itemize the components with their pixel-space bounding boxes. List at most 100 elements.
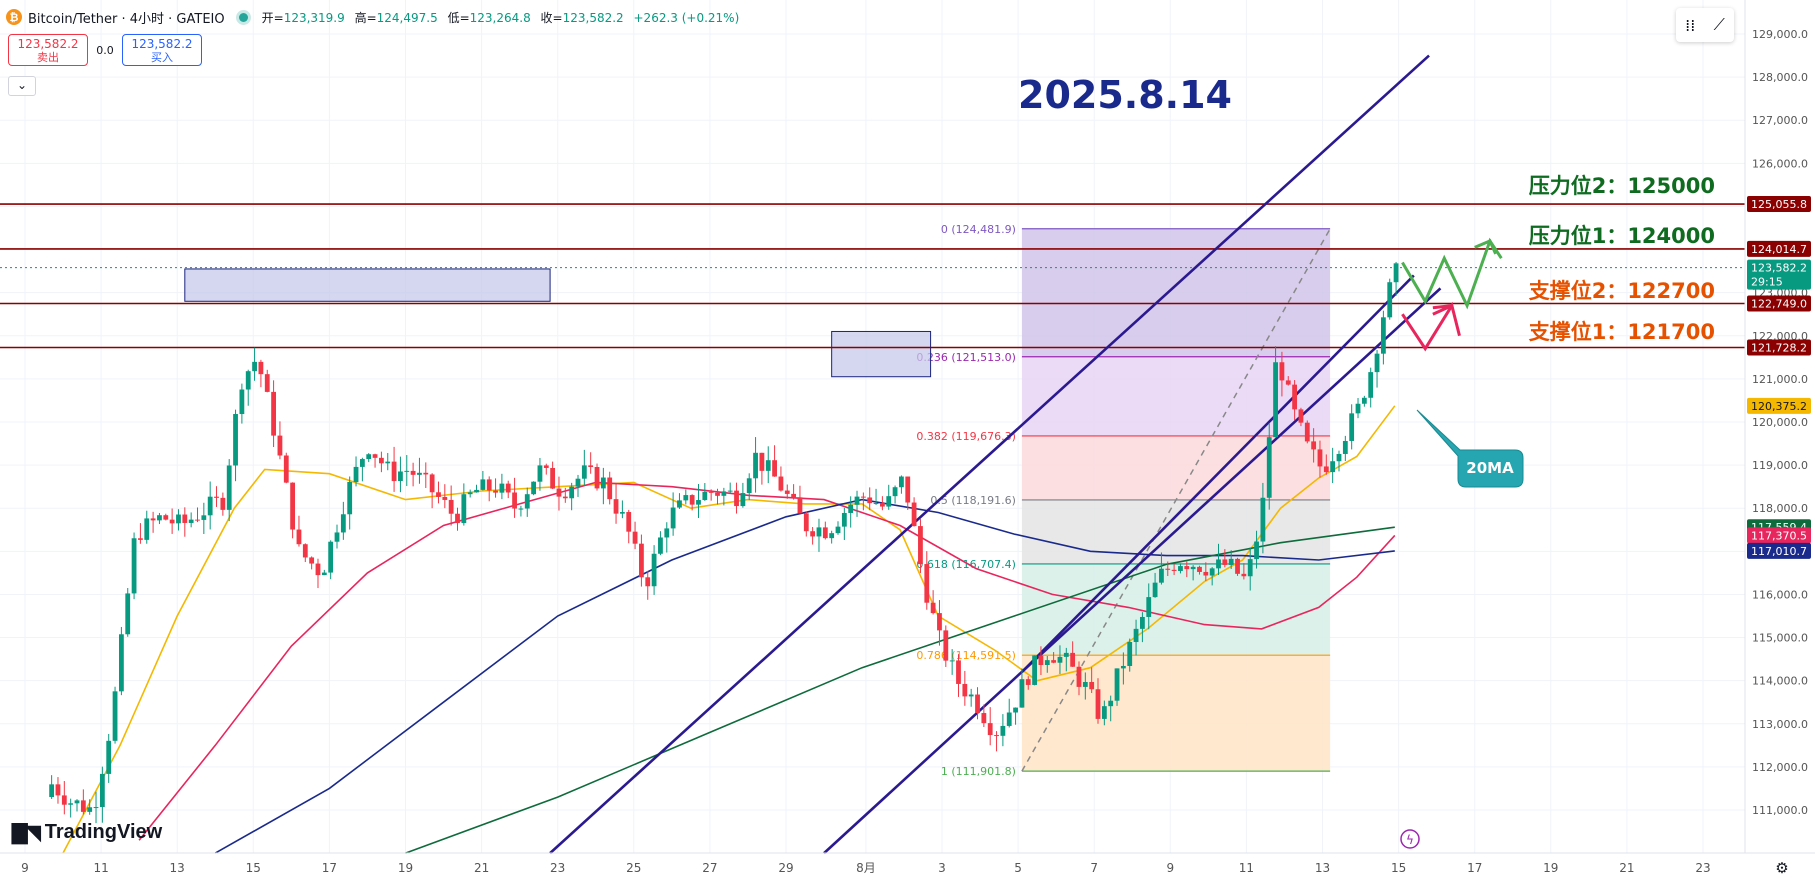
level-annotation: 支撑位2：122700 bbox=[1529, 279, 1715, 303]
time-tick-label: 17 bbox=[1467, 861, 1482, 875]
candle-body bbox=[315, 563, 321, 576]
price-tick-label: 127,000.0 bbox=[1752, 114, 1808, 127]
candle-body bbox=[879, 503, 885, 507]
candle-body bbox=[182, 514, 188, 523]
candle-body bbox=[353, 466, 359, 482]
level-annotation: 支撑位1：121700 bbox=[1529, 320, 1715, 344]
candle-body bbox=[626, 512, 632, 532]
sell-button[interactable]: 123,582.2 卖出 bbox=[8, 34, 88, 66]
candle-body bbox=[1387, 282, 1393, 318]
candle-body bbox=[822, 527, 828, 539]
candle-body bbox=[309, 557, 315, 564]
candle-body bbox=[556, 488, 562, 497]
event-flag-icon bbox=[1400, 829, 1420, 849]
candle-body bbox=[1279, 362, 1285, 381]
candle-body bbox=[321, 572, 327, 576]
fib-zone bbox=[1021, 356, 1331, 436]
time-tick-label: 21 bbox=[474, 861, 489, 875]
candle-body bbox=[505, 483, 511, 493]
bearish-forecast-arrow bbox=[1432, 304, 1453, 316]
candle-body bbox=[1000, 725, 1006, 736]
candle-body bbox=[937, 613, 942, 631]
collapse-legend-button[interactable]: ⌄ bbox=[8, 76, 36, 96]
settings-gear-icon[interactable]: ⚙ bbox=[1775, 859, 1788, 877]
candle-body bbox=[1178, 566, 1183, 571]
candle-body bbox=[87, 807, 93, 812]
bullish-forecast-path bbox=[1401, 237, 1503, 310]
candle-body bbox=[918, 526, 923, 565]
price-tick-label: 128,000.0 bbox=[1752, 71, 1808, 84]
candle-body bbox=[1082, 681, 1088, 687]
candle-body bbox=[784, 490, 790, 494]
time-tick-label: 23 bbox=[1695, 861, 1710, 875]
price-axis: 111,000.0 112,000.0 113,000.0 114,000.0 115,… bbox=[1744, 0, 1811, 853]
candle-body bbox=[74, 800, 80, 804]
candle-body bbox=[195, 519, 200, 521]
candle-body bbox=[829, 533, 835, 539]
candle-body bbox=[588, 465, 594, 467]
price-tick-label: 118,000.0 bbox=[1752, 502, 1808, 515]
candle-body bbox=[1101, 706, 1107, 719]
candle-body bbox=[1095, 689, 1101, 719]
tradingview-logo[interactable]: ▇◥ TradingView bbox=[12, 820, 162, 845]
ma-price-tag-bg bbox=[1747, 259, 1811, 290]
candle-body bbox=[721, 491, 727, 496]
price-tick-label: 126,000.0 bbox=[1752, 157, 1808, 170]
candle-body bbox=[1127, 642, 1133, 666]
time-tick-label: 15 bbox=[246, 861, 261, 875]
candle-body bbox=[930, 602, 936, 614]
candle-body bbox=[296, 529, 302, 545]
candle-body bbox=[138, 538, 143, 540]
candle-body bbox=[404, 470, 410, 472]
buy-button[interactable]: 123,582.2 买入 bbox=[122, 34, 202, 66]
candle-body bbox=[163, 515, 169, 520]
candle-body bbox=[328, 541, 334, 573]
candle-body bbox=[239, 389, 245, 415]
candle-body bbox=[1089, 681, 1095, 690]
candles bbox=[49, 261, 1399, 824]
resistance-zone-box bbox=[184, 268, 551, 302]
time-tick-label: 5 bbox=[1014, 861, 1022, 875]
candle-body bbox=[1273, 362, 1278, 438]
time-tick-label: 9 bbox=[21, 861, 29, 875]
candle-body bbox=[645, 577, 651, 587]
candle-body bbox=[696, 500, 701, 505]
candle-body bbox=[702, 491, 708, 501]
candle-body bbox=[867, 497, 873, 504]
candle-body bbox=[1228, 558, 1234, 565]
ohlc-low: 123,264.8 bbox=[469, 10, 531, 25]
candle-body bbox=[949, 660, 955, 662]
trade-panel: 123,582.2 卖出 0.0 123,582.2 买入 bbox=[8, 34, 202, 66]
candle-body bbox=[144, 518, 150, 540]
candle-body bbox=[1247, 559, 1253, 577]
ohlc-high: 124,497.5 bbox=[376, 10, 438, 25]
trend-line-icon[interactable]: ⟋ bbox=[1713, 15, 1725, 34]
time-tick-label: 11 bbox=[93, 861, 108, 875]
candle-body bbox=[537, 465, 543, 482]
fib-retracement: 0 (124,481.9) 0.236 (121,513.0) 0.382 (119… bbox=[916, 223, 1331, 778]
candle-body bbox=[892, 487, 898, 497]
candle-body bbox=[1254, 541, 1259, 560]
candle-body bbox=[708, 491, 714, 493]
candle-body bbox=[1361, 397, 1367, 404]
candle-body bbox=[594, 466, 600, 489]
buy-label: 买入 bbox=[151, 51, 173, 64]
symbol-title[interactable]: Bitcoin/Tether · 4小时 · GATEIO bbox=[28, 11, 225, 27]
price-tick-label: 115,000.0 bbox=[1752, 632, 1808, 645]
candle-body bbox=[423, 472, 429, 475]
candle-body bbox=[1317, 449, 1323, 467]
ohlc-change: +262.3 (+0.21%) bbox=[633, 10, 740, 25]
level-price-tag-bg bbox=[1747, 295, 1811, 312]
candle-body bbox=[271, 391, 276, 436]
fib-zone bbox=[1021, 228, 1331, 357]
candle-body bbox=[480, 479, 486, 490]
candle-body bbox=[994, 735, 999, 737]
candle-body bbox=[543, 465, 549, 468]
candle-body bbox=[1197, 566, 1202, 572]
candle-body bbox=[233, 414, 238, 466]
drag-handle-icon[interactable]: ⁞⁞ bbox=[1685, 15, 1696, 35]
candle-body bbox=[905, 476, 911, 503]
candle-body bbox=[1311, 441, 1317, 450]
candle-body bbox=[80, 800, 86, 812]
